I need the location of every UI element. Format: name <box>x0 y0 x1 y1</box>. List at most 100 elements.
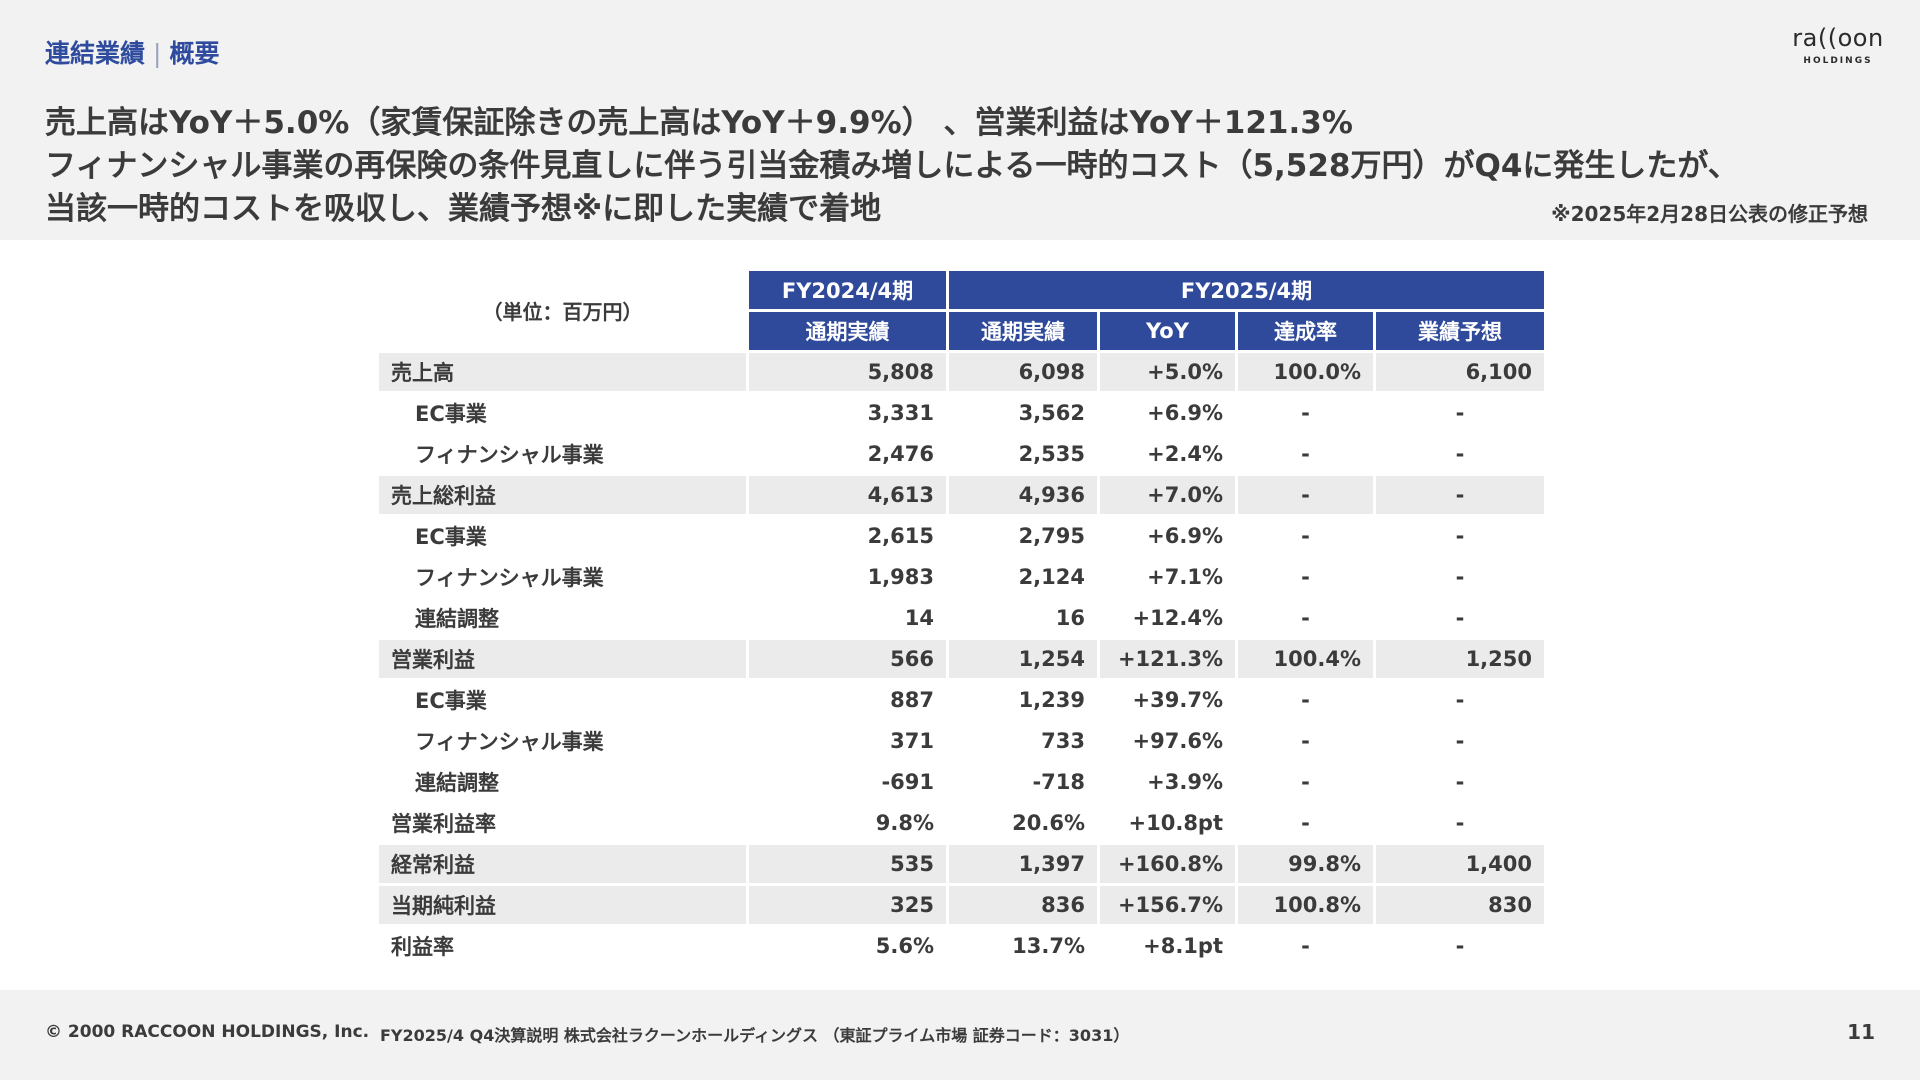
cell-value: +6.9% <box>1147 401 1223 425</box>
headline-line-2: フィナンシャル事業の再保険の条件見直しに伴う引当金積み増しによる一時的コスト（5… <box>45 148 1739 184</box>
header-band <box>0 0 1920 240</box>
cell-value: 6,098 <box>949 353 1097 391</box>
table-row: EC事業 2,615 2,795 +6.9% - - <box>379 517 1544 555</box>
cell-value: 2,795 <box>1018 524 1085 548</box>
col-header-fy2025-actual: 通期実績 <box>949 312 1097 350</box>
cell-value: - <box>1455 565 1465 589</box>
financial-results-table: （単位：百万円） FY2024/4期 FY2025/4期 通期実績 通期実績 Y… <box>376 268 1547 968</box>
cell-value: -691 <box>881 770 934 794</box>
row-label: EC事業 <box>415 402 487 426</box>
row-label: フィナンシャル事業 <box>415 730 604 754</box>
cell-value: 535 <box>749 845 946 883</box>
cell-value: 13.7% <box>1012 934 1085 958</box>
row-label: フィナンシャル事業 <box>415 443 604 467</box>
cell-value: +8.1pt <box>1143 934 1223 958</box>
cell-value: - <box>1301 606 1310 630</box>
cell-value: - <box>1301 565 1310 589</box>
period-header-row: （単位：百万円） FY2024/4期 FY2025/4期 <box>379 271 1544 350</box>
cell-value: - <box>1455 770 1465 794</box>
cell-value: 2,615 <box>867 524 934 548</box>
cell-value: 99.8% <box>1238 845 1373 883</box>
headline-line-1: 売上高はYoY＋5.0%（家賃保証除きの売上高はYoY＋9.9%） 、営業利益は… <box>45 105 1353 141</box>
row-label: EC事業 <box>415 525 487 549</box>
cell-value: 6,100 <box>1376 353 1544 391</box>
cell-value: - <box>1455 729 1465 753</box>
cell-value: 2,535 <box>1018 442 1085 466</box>
cell-value: 100.8% <box>1238 886 1373 924</box>
cell-value: - <box>1301 442 1310 466</box>
table-row: フィナンシャル事業 1,983 2,124 +7.1% - - <box>379 558 1544 596</box>
table-row: フィナンシャル事業 371 733 +97.6% - - <box>379 722 1544 760</box>
period-header-fy2024: FY2024/4期 <box>749 271 946 309</box>
col-header-fy2024-actual: 通期実績 <box>749 312 946 350</box>
table-row: 当期純利益 325 836 +156.7% 100.8% 830 <box>379 886 1544 924</box>
headline-line-3: 当該一時的コストを吸収し、業績予想※に即した実績で着地 <box>45 191 882 227</box>
table-row: EC事業 887 1,239 +39.7% - - <box>379 681 1544 719</box>
table-row: 営業利益率 9.8% 20.6% +10.8pt - - <box>379 804 1544 842</box>
row-label: 売上高 <box>379 353 746 391</box>
cell-value: +10.8pt <box>1128 811 1223 835</box>
row-label: 営業利益率 <box>391 812 496 836</box>
cell-value: 20.6% <box>1012 811 1085 835</box>
cell-value: - <box>1238 476 1373 514</box>
row-label: EC事業 <box>415 689 487 713</box>
cell-value: 371 <box>890 729 934 753</box>
title-separator: | <box>153 39 162 68</box>
cell-value: - <box>1376 476 1544 514</box>
cell-value: 1,239 <box>1018 688 1085 712</box>
cell-value: 16 <box>1055 606 1085 630</box>
cell-value: - <box>1455 934 1465 958</box>
cell-value: 733 <box>1041 729 1085 753</box>
cell-value: +7.0% <box>1100 476 1235 514</box>
cell-value: 5.6% <box>875 934 934 958</box>
footer-document-title: FY2025/4 Q4決算説明 株式会社ラクーンホールディングス （東証プライム… <box>380 1026 1130 1045</box>
row-label: 売上総利益 <box>379 476 746 514</box>
row-label: 連結調整 <box>415 607 499 631</box>
section-title-sub: 概要 <box>169 39 220 68</box>
cell-value: 1,983 <box>867 565 934 589</box>
cell-value: 1,397 <box>949 845 1097 883</box>
unit-label: （単位：百万円） <box>379 271 746 350</box>
cell-value: - <box>1301 401 1310 425</box>
logo-subtext: HOLDINGS <box>1803 56 1873 66</box>
cell-value: +6.9% <box>1147 524 1223 548</box>
raccoon-logo: ra((oon HOLDINGS <box>1783 20 1893 72</box>
table-row: 経常利益 535 1,397 +160.8% 99.8% 1,400 <box>379 845 1544 883</box>
cell-value: +39.7% <box>1132 688 1223 712</box>
row-label: 連結調整 <box>415 771 499 795</box>
cell-value: 887 <box>890 688 934 712</box>
cell-value: 3,562 <box>1018 401 1085 425</box>
cell-value: 14 <box>904 606 934 630</box>
cell-value: -718 <box>1032 770 1085 794</box>
column-header-row: 通期実績 通期実績 YoY 達成率 業績予想 <box>379 312 1544 350</box>
cell-value: 5,808 <box>749 353 946 391</box>
cell-value: - <box>1301 688 1310 712</box>
cell-value: 830 <box>1376 886 1544 924</box>
cell-value: - <box>1455 442 1465 466</box>
table-row: 連結調整 14 16 +12.4% - - <box>379 599 1544 637</box>
footer-copyright: © 2000 RACCOON HOLDINGS, Inc. <box>45 1022 370 1042</box>
cell-value: 2,124 <box>1018 565 1085 589</box>
cell-value: 1,250 <box>1376 640 1544 678</box>
cell-value: 4,936 <box>949 476 1097 514</box>
cell-value: +12.4% <box>1132 606 1223 630</box>
cell-value: 836 <box>949 886 1097 924</box>
row-label: 営業利益 <box>379 640 746 678</box>
cell-value: +156.7% <box>1100 886 1235 924</box>
cell-value: - <box>1301 729 1310 753</box>
cell-value: - <box>1301 770 1310 794</box>
cell-value: 1,400 <box>1376 845 1544 883</box>
col-header-forecast: 業績予想 <box>1376 312 1544 350</box>
row-label: フィナンシャル事業 <box>415 566 604 590</box>
page-number: 11 <box>1847 1020 1875 1044</box>
table-row: 利益率 5.6% 13.7% +8.1pt - - <box>379 927 1544 965</box>
cell-value: +2.4% <box>1147 442 1223 466</box>
cell-value: - <box>1301 934 1310 958</box>
cell-value: 100.4% <box>1238 640 1373 678</box>
cell-value: 566 <box>749 640 946 678</box>
cell-value: 2,476 <box>867 442 934 466</box>
cell-value: - <box>1455 606 1465 630</box>
footer-band <box>0 990 1920 1080</box>
cell-value: 1,254 <box>949 640 1097 678</box>
period-header-fy2025: FY2025/4期 <box>949 271 1544 309</box>
